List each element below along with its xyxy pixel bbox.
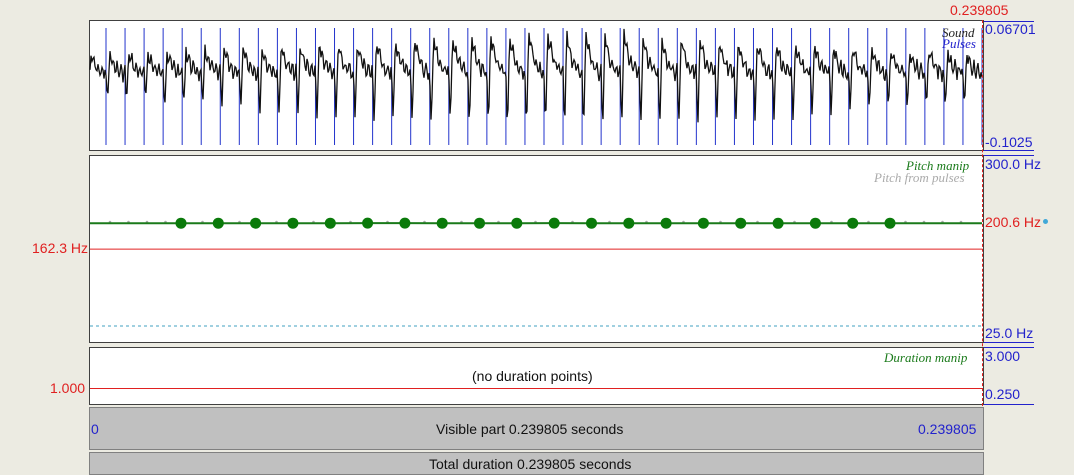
cursor-time-label: 0.239805 <box>950 2 1009 18</box>
sound-max-label: 0.06701 <box>985 21 1036 37</box>
time-cursor-line <box>982 20 983 406</box>
duration-reference-line <box>90 388 983 389</box>
duration-title: Duration manip <box>884 350 968 365</box>
sound-panel[interactable] <box>89 20 984 151</box>
duration-empty-text: (no duration points) <box>472 368 593 384</box>
pitch-cursor-dot <box>1043 219 1048 224</box>
visible-part-bar[interactable] <box>89 407 984 450</box>
pitch-title: Pitch manip <box>906 158 970 173</box>
duration-panel[interactable] <box>89 347 984 405</box>
duration-max-label: 3.000 <box>985 348 1021 364</box>
pitch-subtitle: Pitch from pulses <box>874 170 965 185</box>
pitch-max-label: 300.0 Hz <box>985 156 1042 172</box>
visible-end-label: 0.239805 <box>918 421 977 437</box>
sound-title: Sound <box>942 25 975 40</box>
pitch-min-tick <box>984 342 1034 343</box>
duration-reference-label: 1.000 <box>50 380 86 396</box>
visible-start-label: 0 <box>91 421 99 437</box>
duration-max-tick <box>984 347 1034 348</box>
pitch-reference-label: 162.3 Hz <box>32 240 89 256</box>
sound-min-label: -0.1025 <box>985 134 1033 150</box>
visible-part-text: Visible part 0.239805 seconds <box>436 421 624 437</box>
pulses-title: Pulses <box>942 36 976 51</box>
duration-min-tick <box>984 404 1034 405</box>
pitch-max-tick <box>984 155 1034 156</box>
pitch-cursor-label: 200.6 Hz <box>985 214 1042 230</box>
pitch-min-label: 25.0 Hz <box>985 325 1034 341</box>
total-duration-text: Total duration 0.239805 seconds <box>429 456 632 472</box>
duration-min-label: 0.250 <box>985 386 1021 402</box>
sound-min-tick <box>984 150 1034 151</box>
sound-max-tick <box>984 21 1034 22</box>
pitch-panel[interactable] <box>89 155 984 343</box>
